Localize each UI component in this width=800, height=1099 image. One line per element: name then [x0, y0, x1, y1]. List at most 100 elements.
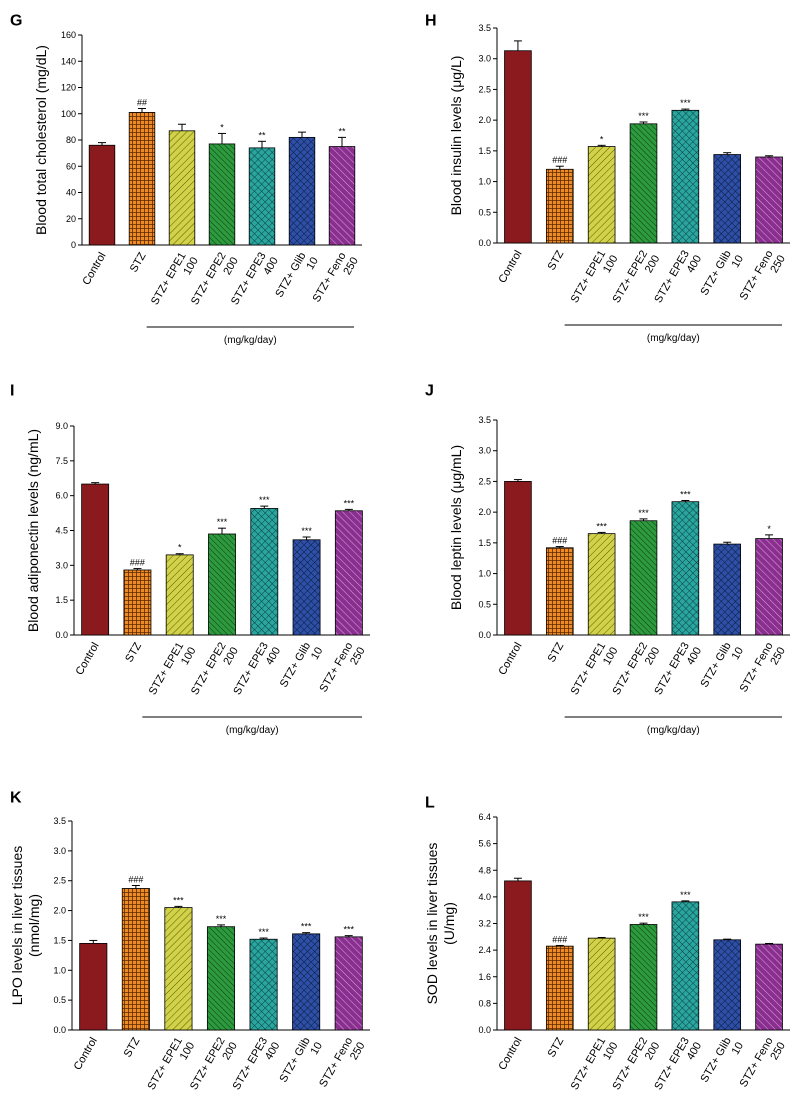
significance-label: * [600, 134, 604, 144]
y-tick-label: 3.5 [478, 415, 491, 425]
y-tick-label: 1.0 [53, 965, 66, 975]
bar [713, 543, 742, 636]
category-label: Control [80, 251, 108, 288]
y-tick-label: 1.5 [55, 595, 68, 605]
bar [713, 154, 742, 244]
bar [250, 508, 279, 636]
y-axis-label: Blood total cholesterol (mg/dL) [33, 45, 49, 235]
panel-g: G 0 20 40 60 80 100 120 140 160 Blood total choles… [10, 12, 362, 346]
y-tick-label: 2.5 [53, 876, 66, 886]
category-label: STZ+ Feno250 [317, 639, 367, 701]
significance-label: ** [338, 126, 346, 136]
bar [328, 146, 356, 246]
y-tick-label: 2.5 [478, 476, 491, 486]
bar [671, 901, 700, 1031]
y-tick-label: 9.0 [55, 421, 68, 431]
bar [629, 924, 658, 1031]
significance-label: * [767, 524, 771, 534]
y-tick-label: 2.0 [53, 906, 66, 916]
bar [168, 130, 196, 246]
bar [121, 888, 150, 1031]
y-axis-label: Blood insulin levels (μg/L) [448, 56, 464, 216]
y-tick-label: 0.0 [55, 630, 68, 640]
bar [545, 547, 574, 636]
group-label: (mg/kg/day) [226, 725, 279, 736]
significance-label: ### [552, 536, 567, 546]
category-label: STZ+ Feno250 [311, 249, 361, 311]
y-tick-label: 2.0 [478, 115, 491, 125]
bar [249, 938, 278, 1031]
y-tick-label: 4.5 [55, 526, 68, 536]
bar [292, 539, 321, 636]
y-tick-label: 5.6 [478, 839, 491, 849]
y-axis-label: LPO levels in liver tissues(nmol/mg) [9, 846, 42, 1006]
bar [671, 501, 700, 636]
bar [587, 533, 616, 636]
bar [629, 123, 658, 244]
y-tick-label: 1.0 [478, 177, 491, 187]
group-label: (mg/kg/day) [224, 335, 277, 346]
bar [165, 554, 194, 636]
bar [208, 143, 236, 246]
y-tick-label: 2.4 [478, 945, 491, 955]
category-label: STZ+ EPE1100 [569, 639, 621, 704]
significance-label: *** [173, 895, 184, 905]
bar [88, 144, 116, 246]
y-tick-label: 0.5 [53, 995, 66, 1005]
category-label: STZ [122, 1035, 143, 1059]
significance-label: ### [128, 874, 143, 884]
significance-label: *** [680, 890, 691, 900]
y-tick-label: 0.0 [478, 1025, 491, 1035]
y-axis-label: Blood adiponectin levels (ng/mL) [25, 429, 41, 632]
bar [713, 939, 742, 1031]
category-label: STZ [546, 640, 567, 664]
y-tick-label: 80 [66, 135, 76, 145]
y-tick-label: 3.0 [55, 560, 68, 570]
category-label: STZ+ EPE2200 [611, 639, 663, 704]
bar [755, 156, 783, 244]
category-label: STZ+ EPE3400 [229, 249, 281, 314]
y-tick-label: 3.2 [478, 919, 491, 929]
y-tick-label: 4.8 [478, 865, 491, 875]
y-tick-label: 3.5 [478, 23, 491, 33]
significance-label: ## [137, 98, 147, 108]
y-tick-label: 1.5 [478, 538, 491, 548]
y-tick-label: 6.4 [478, 812, 491, 822]
y-axis-label: Blood leptin levels (μg/mL) [448, 445, 464, 610]
bar [504, 880, 532, 1031]
bar [334, 936, 363, 1031]
bar [629, 520, 658, 636]
significance-label: *** [343, 925, 354, 935]
category-label: STZ [128, 250, 149, 274]
category-label: STZ [123, 640, 144, 664]
panel-label: K [10, 789, 22, 806]
y-tick-label: 0 [71, 240, 76, 250]
y-tick-label: 2.0 [478, 507, 491, 517]
category-label: STZ+ EPE1100 [569, 247, 621, 312]
significance-label: *** [259, 495, 270, 505]
category-label: STZ+ EPE1100 [145, 1034, 197, 1099]
y-tick-label: 0.0 [478, 630, 491, 640]
significance-label: *** [301, 922, 312, 932]
y-tick-label: 0.8 [478, 998, 491, 1008]
bar [208, 533, 236, 636]
significance-label: *** [216, 914, 227, 924]
category-label: STZ+ EPE1100 [569, 1034, 621, 1099]
category-label: STZ+ EPE3400 [652, 639, 704, 704]
significance-label: ### [552, 934, 567, 944]
bar [288, 136, 316, 246]
bar [334, 510, 363, 636]
category-label: STZ+ EPE2200 [611, 247, 663, 312]
category-label: STZ+ Feno250 [738, 247, 788, 309]
significance-label: * [220, 122, 224, 132]
bar [128, 112, 156, 246]
panel-label: L [425, 794, 435, 811]
category-label: STZ+ Feno250 [317, 1034, 367, 1096]
category-label: STZ+ EPE3400 [652, 247, 704, 312]
category-label: STZ+ Feno250 [738, 639, 788, 701]
bar [504, 50, 532, 244]
bar [504, 481, 532, 636]
significance-label: *** [638, 508, 649, 518]
bar [292, 933, 321, 1031]
